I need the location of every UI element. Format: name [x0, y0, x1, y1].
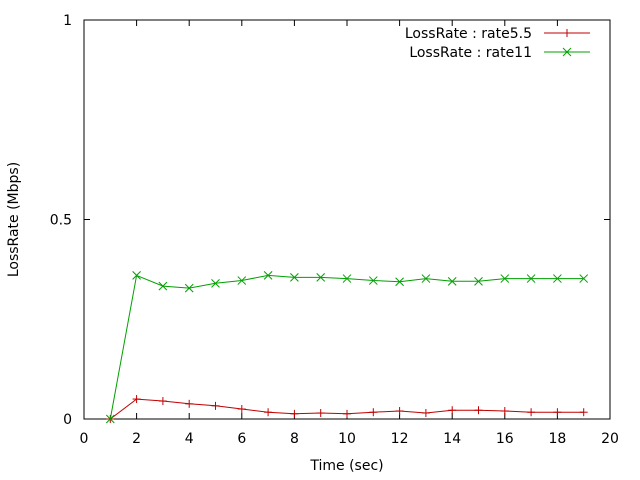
data-point: [316, 409, 325, 418]
legend-item: LossRate : rate11: [409, 45, 590, 61]
data-point: [500, 274, 510, 283]
data-point: [237, 276, 247, 285]
data-point: [290, 273, 299, 282]
data-point: [395, 407, 404, 416]
data-point: [211, 401, 220, 410]
y-axis-label: LossRate (Mbps): [6, 162, 22, 277]
data-point: [500, 407, 509, 416]
data-point: [447, 276, 457, 286]
series-layer: [105, 271, 589, 424]
x-tick-label: 14: [443, 431, 461, 447]
data-point: [474, 276, 483, 286]
y-axis: 00.51: [50, 13, 610, 428]
y-tick-label: 0.5: [50, 213, 72, 229]
data-point: [527, 408, 536, 417]
data-point: [158, 397, 167, 406]
data-point: [553, 274, 562, 283]
x-axis: 0 2 4 6 8 10 12 14 16 18 20: [80, 20, 619, 447]
data-point: [132, 395, 141, 404]
x-tick-label: 8: [290, 431, 299, 447]
data-point: [395, 277, 404, 287]
x-tick-label: 20: [601, 431, 619, 447]
data-point: [579, 408, 588, 417]
x-tick-label: 10: [338, 431, 356, 447]
x-tick-label: 0: [80, 431, 89, 447]
data-point: [158, 281, 168, 291]
data-point: [421, 274, 431, 283]
data-point: [579, 274, 589, 283]
legend-item: LossRate : rate5.5: [405, 26, 590, 42]
data-point: [263, 271, 273, 280]
y-tick-label: 0: [63, 412, 72, 428]
data-point: [185, 399, 194, 408]
legend-label: LossRate : rate5.5: [405, 26, 532, 42]
x-tick-label: 4: [185, 431, 194, 447]
legend-marker: [563, 29, 571, 37]
data-point: [448, 406, 457, 415]
data-point: [368, 276, 378, 285]
data-point: [132, 271, 141, 280]
data-point: [343, 409, 351, 418]
x-tick-label: 12: [391, 431, 409, 447]
x-tick-label: 2: [132, 431, 141, 447]
data-point: [105, 414, 115, 424]
y-tick-label: 1: [63, 13, 72, 29]
data-point: [237, 405, 246, 414]
series-2: [105, 271, 589, 424]
data-point: [526, 274, 536, 283]
data-point: [421, 409, 430, 418]
x-tick-label: 16: [496, 431, 514, 447]
legend-marker: [562, 47, 572, 57]
x-axis-label: Time (sec): [309, 458, 383, 474]
data-point: [290, 409, 299, 418]
data-point: [474, 406, 483, 415]
data-point: [369, 408, 378, 417]
data-point: [316, 273, 326, 282]
legend-label: LossRate : rate11: [409, 45, 532, 61]
data-point: [342, 274, 352, 283]
legend: LossRate : rate5.5 LossRate : rate11: [405, 26, 590, 61]
data-point: [211, 278, 220, 288]
x-tick-label: 18: [548, 431, 566, 447]
data-point: [264, 408, 273, 417]
data-point: [553, 408, 562, 417]
x-tick-label: 6: [237, 431, 246, 447]
data-point: [184, 283, 194, 293]
